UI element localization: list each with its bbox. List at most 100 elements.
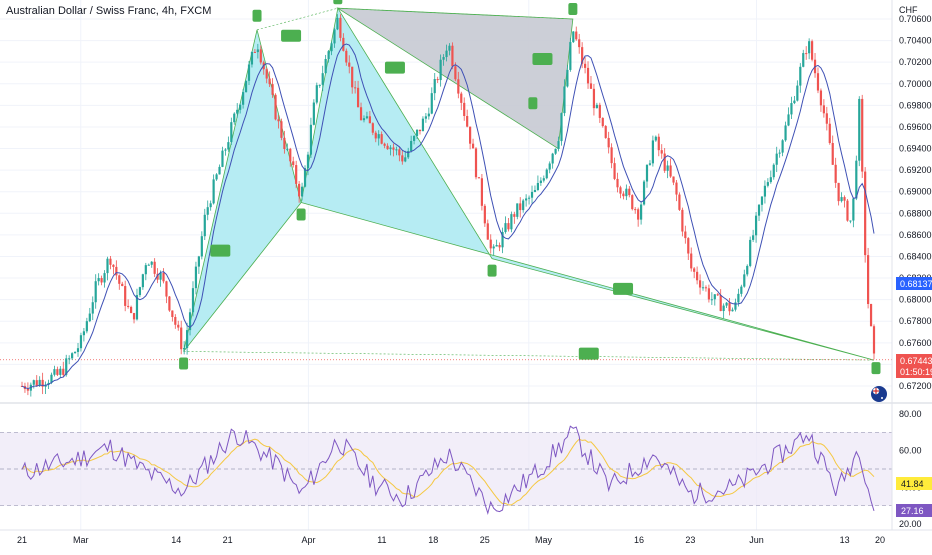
candle-body <box>834 164 837 183</box>
time-axis[interactable]: 21 Mar 14 21 Apr 11 18 25 May 16 23 Jun 13 20 <box>17 535 885 545</box>
candle-body <box>330 43 333 52</box>
candle-body <box>731 309 734 312</box>
candle-body <box>613 163 616 179</box>
candle-body <box>180 327 183 350</box>
candle-body <box>457 79 460 94</box>
candle-body <box>525 198 528 201</box>
candle-body <box>312 102 315 125</box>
pattern-ratio-cd <box>532 52 553 65</box>
candle-body <box>401 155 404 162</box>
candle-body <box>628 188 631 196</box>
candle-body <box>168 296 171 311</box>
candle-body <box>867 255 870 305</box>
candle-body <box>743 274 746 287</box>
time-tick-label: 25 <box>480 535 490 545</box>
candle-body <box>206 207 209 215</box>
candle-body <box>872 326 876 354</box>
candle-body <box>407 151 410 158</box>
candle-body <box>796 85 799 101</box>
candle-body <box>542 178 545 181</box>
candle-body <box>766 182 769 186</box>
candle-body <box>681 209 684 232</box>
candle-body <box>277 119 280 122</box>
candle-body <box>141 274 144 288</box>
candle-body <box>50 374 53 383</box>
candle-body <box>371 123 374 133</box>
pattern-label-c <box>333 0 343 5</box>
candle-body <box>103 273 106 283</box>
pattern-ratio-bc <box>384 61 405 74</box>
chart-title: Australian Dollar / Swiss Franc, 4h, FXC… <box>6 5 211 17</box>
candle-body <box>298 183 301 197</box>
time-tick-label: 16 <box>634 535 644 545</box>
candle-body <box>864 171 867 256</box>
candle-body <box>191 288 195 313</box>
candle-body <box>333 29 336 44</box>
candle-body <box>781 140 784 153</box>
candle-body <box>749 239 752 266</box>
candle-body <box>215 174 218 180</box>
candle-body <box>754 215 758 236</box>
candle-body <box>244 80 248 93</box>
time-tick-label: May <box>535 535 553 545</box>
candle-body <box>480 178 484 206</box>
candle-body <box>607 137 610 148</box>
candle-body <box>127 305 130 307</box>
candle-body <box>112 264 115 267</box>
candle-body <box>530 191 534 198</box>
candle-body <box>421 118 425 132</box>
candle-body <box>719 295 722 312</box>
candle-body <box>533 190 537 192</box>
pattern-label-b <box>296 208 306 221</box>
candle-body <box>383 143 386 146</box>
price-tick-label: 0.68400 <box>899 251 932 261</box>
candle-body <box>619 187 622 194</box>
time-tick-label: 14 <box>171 535 181 545</box>
candle-body <box>306 154 310 169</box>
candle-body <box>625 188 628 197</box>
candle-body <box>315 85 318 103</box>
candle-body <box>663 153 666 171</box>
candle-body <box>557 141 560 149</box>
au-flag-icon[interactable] <box>871 386 887 402</box>
time-tick-label: 21 <box>223 535 233 545</box>
candle-body <box>548 163 551 170</box>
candle-body <box>218 166 221 175</box>
candle-body <box>233 113 236 123</box>
candle-body <box>581 47 584 64</box>
candle-body <box>710 299 713 301</box>
candle-body <box>858 98 861 161</box>
candle-body <box>427 113 430 117</box>
candle-body <box>560 113 563 142</box>
candle-body <box>224 149 227 151</box>
price-tag-upper-label: 0.68137 <box>900 279 932 289</box>
candle-body <box>345 50 348 63</box>
candle-body <box>365 116 369 119</box>
candle-body <box>784 125 787 141</box>
price-axis[interactable]: 0.70600 0.70400 0.70200 0.70000 0.69800 0.696… <box>899 14 932 391</box>
candle-body <box>71 353 74 359</box>
price-tick-label: 0.70200 <box>899 57 932 67</box>
candle-body <box>616 178 619 188</box>
rsi-tag-rsi: 27.16 <box>896 504 932 517</box>
time-tick-label: 21 <box>17 535 27 545</box>
candle-body <box>672 176 675 183</box>
candle-body <box>165 281 168 297</box>
candle-body <box>578 39 581 48</box>
time-tick-label: Apr <box>301 535 315 545</box>
price-tick-label: 0.67600 <box>899 338 932 348</box>
candle-body <box>598 104 601 118</box>
candle-body <box>59 368 62 375</box>
candle-body <box>819 90 823 106</box>
candle-body <box>412 135 416 141</box>
pattern-label-x <box>179 357 189 370</box>
candle-body <box>389 147 392 150</box>
candle-body <box>410 140 413 152</box>
candle-body <box>778 152 781 154</box>
candle-body <box>327 51 330 60</box>
candle-body <box>26 389 29 391</box>
candle-body <box>97 278 100 282</box>
candle-body <box>144 265 147 275</box>
